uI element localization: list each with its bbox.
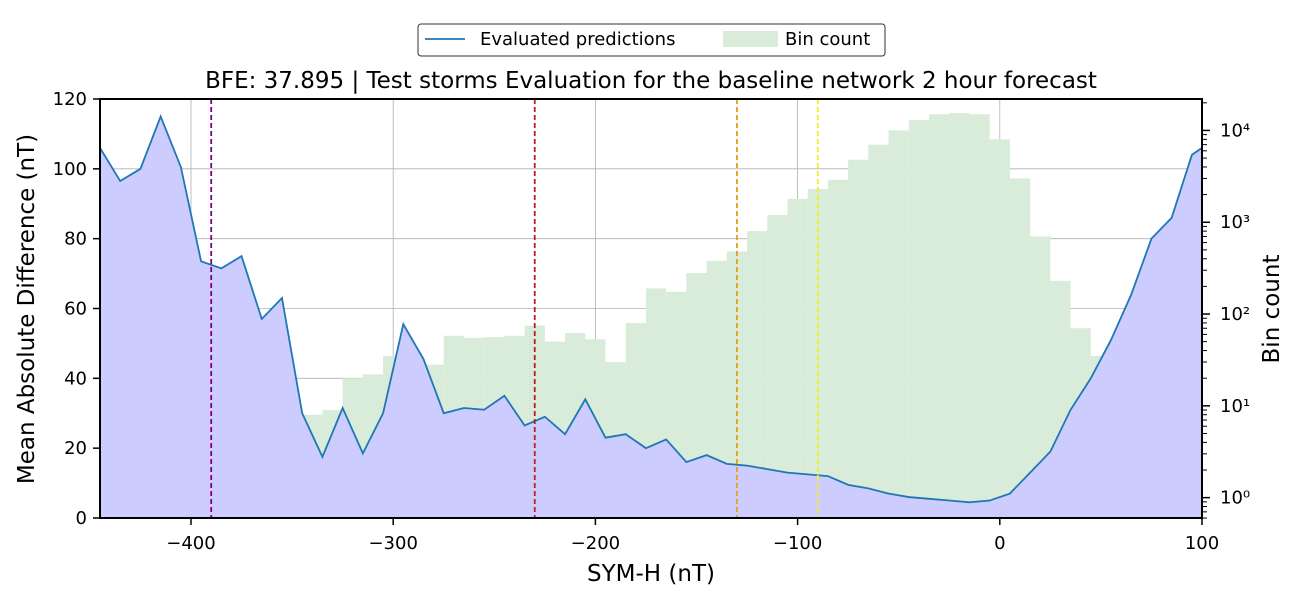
x-tick-label: −300 <box>368 533 417 554</box>
x-tick-label: 0 <box>994 533 1005 554</box>
legend: Evaluated predictions Bin count <box>418 24 885 56</box>
y-axis-label: Mean Absolute Difference (nT) <box>14 134 40 484</box>
x-tick-label: 100 <box>1185 533 1219 554</box>
histogram-bar <box>969 114 989 518</box>
y2-tick-label: 10⁰ <box>1220 488 1250 509</box>
histogram-bar <box>949 113 969 518</box>
legend-bar-label: Bin count <box>785 29 870 50</box>
y-tick-label: 40 <box>64 368 87 389</box>
y2-tick-label: 10² <box>1220 304 1250 325</box>
y2-axis: 10⁰ 10¹ 10² 10³ 10⁴ <box>1202 103 1250 518</box>
x-tick-label: −200 <box>571 533 620 554</box>
histogram-bar <box>1010 178 1030 518</box>
y-tick-label: 100 <box>53 159 87 180</box>
histogram-bar <box>909 120 929 518</box>
y2-tick-label: 10³ <box>1220 212 1250 233</box>
y-tick-label: 120 <box>53 89 87 110</box>
y-tick-label: 80 <box>64 229 87 250</box>
legend-line-label: Evaluated predictions <box>480 29 675 50</box>
histogram-bar <box>787 199 807 518</box>
histogram-bar <box>990 139 1010 518</box>
histogram-bar <box>929 114 949 518</box>
x-tick-label: −100 <box>773 533 822 554</box>
y2-tick-label: 10¹ <box>1220 396 1250 417</box>
y2-tick-label: 10⁴ <box>1220 120 1250 141</box>
y-tick-label: 20 <box>64 438 87 459</box>
y2-axis-label: Bin count <box>1259 255 1285 364</box>
x-axis-label: SYM-H (nT) <box>587 561 715 587</box>
y-axis: 0 20 40 60 80 100 120 <box>53 89 100 529</box>
chart-title: BFE: 37.895 | Test storms Evaluation for… <box>205 68 1097 94</box>
histogram-bar <box>848 160 868 518</box>
x-tick-label: −400 <box>166 533 215 554</box>
legend-bar-swatch <box>723 31 778 47</box>
x-axis: −400 −300 −200 −100 0 100 <box>166 518 1219 554</box>
y-tick-label: 0 <box>76 508 87 529</box>
histogram-bar <box>889 130 909 518</box>
histogram-bar <box>828 180 848 518</box>
y-tick-label: 60 <box>64 299 87 320</box>
histogram-bar <box>868 145 888 518</box>
